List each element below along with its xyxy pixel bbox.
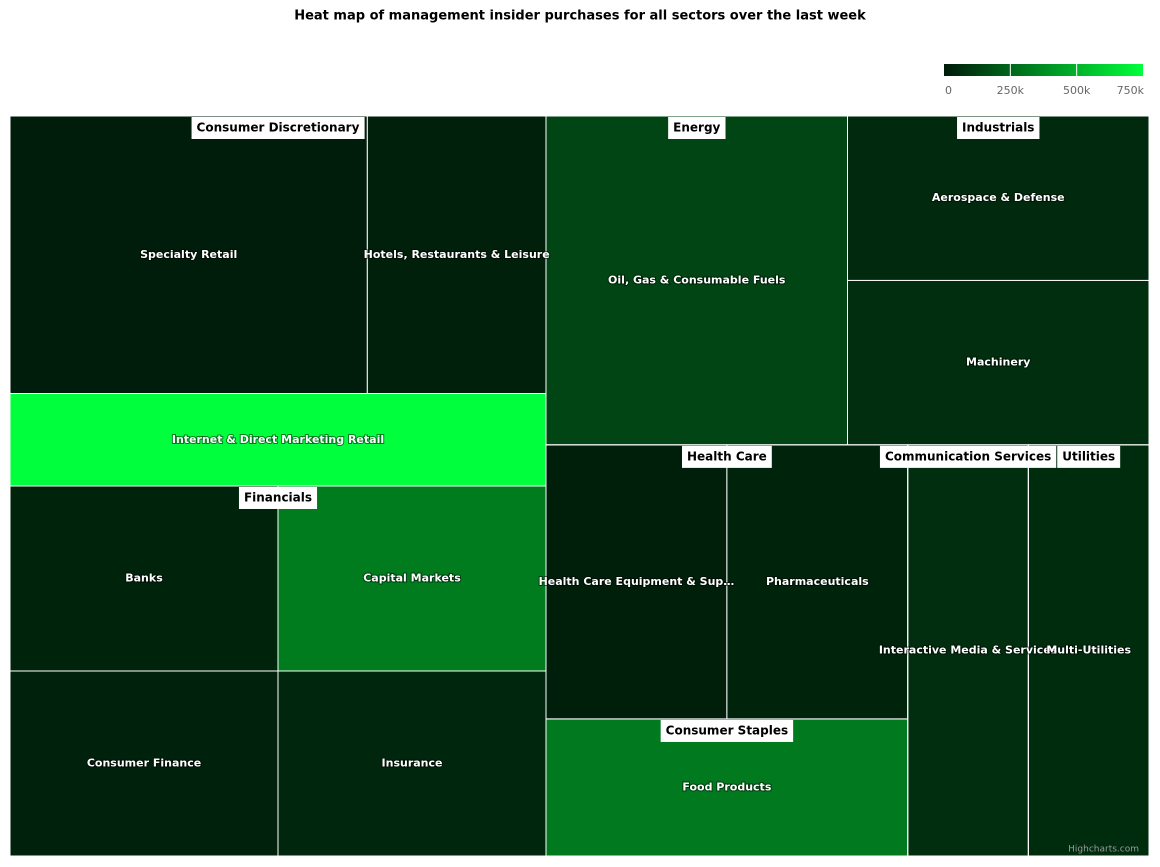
cell-label: Specialty Retail xyxy=(140,248,237,261)
group-label: Utilities xyxy=(1062,449,1115,463)
treemap-cell xyxy=(726,444,909,720)
treemap-cell xyxy=(9,670,279,857)
group-label-box xyxy=(681,445,772,468)
group-label-box xyxy=(238,487,318,509)
group-label: Financials xyxy=(244,491,312,505)
chart-title: Heat map of management insider purchases… xyxy=(294,9,866,24)
cell-label: Pharmaceuticals xyxy=(766,575,869,588)
cell-label: Banks xyxy=(125,572,163,585)
cell-label: Internet & Direct Marketing Retail xyxy=(172,433,384,446)
cell-label: Capital Markets xyxy=(363,572,461,585)
color-bar xyxy=(944,64,1143,76)
cell-label: Machinery xyxy=(966,356,1030,369)
cell-label: Health Care Equipment & Sup… xyxy=(539,575,735,588)
group-label-box xyxy=(660,719,794,742)
group-label: Consumer Staples xyxy=(666,723,788,737)
treemap-cell xyxy=(366,115,547,394)
group-label: Industrials xyxy=(962,121,1034,135)
group-label-box xyxy=(957,117,1040,139)
color-tick-label: 500k xyxy=(1063,84,1091,97)
cell-label: Interactive Media & Services xyxy=(879,643,1058,656)
group-label-box xyxy=(1057,445,1121,468)
color-tick-label: 250k xyxy=(997,84,1025,97)
group-label: Communication Services xyxy=(885,449,1051,463)
cell-label: Food Products xyxy=(682,780,771,793)
cell-label: Oil, Gas & Consumable Fuels xyxy=(608,273,786,286)
group-label: Consumer Discretionary xyxy=(197,121,360,135)
group-border xyxy=(1027,444,1150,857)
treemap-cell xyxy=(545,444,728,720)
cell-label: Hotels, Restaurants & Leisure xyxy=(364,248,550,261)
cell-label: Aerospace & Defense xyxy=(932,191,1065,204)
cell-label: Consumer Finance xyxy=(87,757,201,770)
treemap-cell xyxy=(277,670,547,857)
color-tick-label: 0 xyxy=(945,84,952,97)
color-tick-label: 750k xyxy=(1117,84,1145,97)
cell-label: Multi-Utilities xyxy=(1046,643,1131,656)
treemap-cell xyxy=(1027,444,1150,857)
credits: Highcharts.com xyxy=(1068,845,1139,855)
treemap-cell xyxy=(847,279,1150,446)
treemap-cell xyxy=(9,485,279,672)
cell-label: Insurance xyxy=(382,757,443,770)
group-label: Energy xyxy=(673,121,720,135)
group-label: Health Care xyxy=(687,449,767,463)
group-label-box xyxy=(668,117,726,139)
group-label-box xyxy=(879,445,1057,468)
group-label-box xyxy=(191,117,365,139)
